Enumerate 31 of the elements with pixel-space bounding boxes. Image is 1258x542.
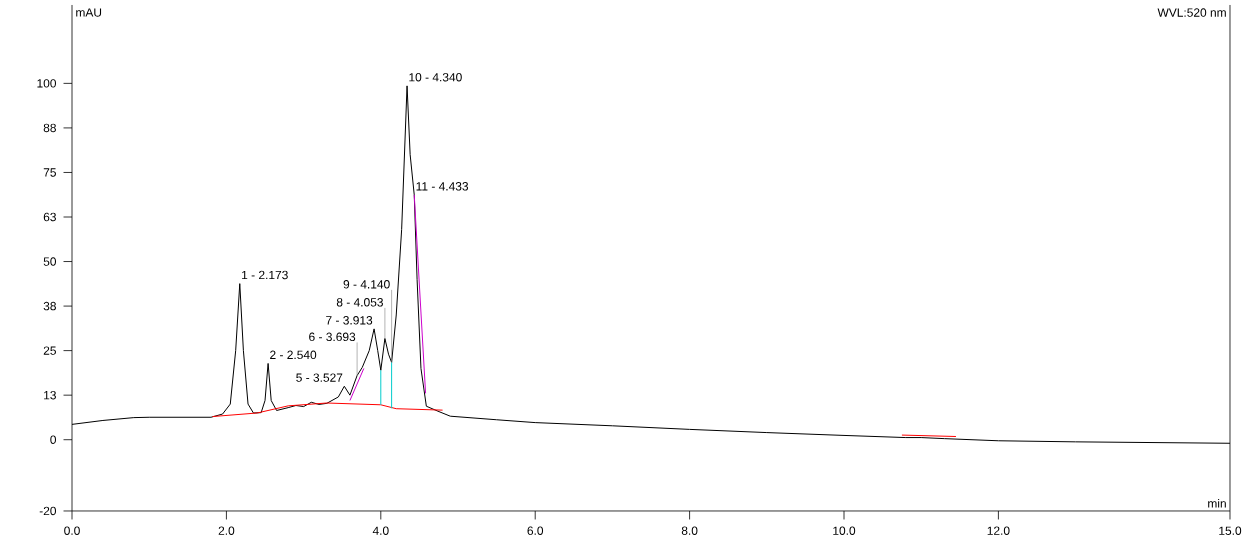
annotation: 11 - 4.433: [416, 182, 469, 191]
y-tick-label: 75: [43, 168, 56, 177]
y-tick-label: 50: [43, 257, 57, 266]
x-tick-label: 8.0: [681, 526, 698, 536]
x-tick-label: 0.0: [64, 526, 80, 536]
annotation: 1 - 2.173: [242, 270, 288, 280]
y-tick-label: 88: [43, 123, 56, 133]
annotation: 10 - 4.340: [409, 73, 462, 82]
annotation: 5 - 3.527: [296, 373, 343, 383]
x-tick-label: 10.0: [833, 526, 856, 536]
annotation: 7 - 3.913: [326, 316, 373, 325]
x-axis-title: min: [1208, 499, 1226, 508]
y-tick-label: 63: [43, 212, 56, 222]
x-tick-label: 2.0: [218, 526, 235, 536]
x-tick-label: 15.0: [1219, 526, 1242, 536]
y-tick-label: 38: [43, 302, 56, 311]
line-series: [212, 402, 444, 418]
y-tick-label: 13: [44, 391, 56, 400]
annotation: 8 - 4.053: [336, 298, 383, 307]
annotation: 9 - 4.140: [343, 280, 390, 289]
annotation: 6 - 3.693: [309, 332, 356, 342]
x-tick-label: 4.0: [372, 526, 389, 536]
y-tick-label: 25: [43, 346, 56, 356]
annotation: WVL:520 nm: [1157, 8, 1226, 18]
y-tick-label: 0: [50, 435, 57, 445]
annotation: 2 - 2.540: [270, 350, 317, 360]
x-tick-label: 6.0: [527, 526, 544, 536]
y-tick-label: -20: [39, 506, 57, 516]
x-tick-label: 12.0: [987, 526, 1010, 536]
y-tick-label: 100: [37, 79, 57, 88]
y-axis-title: mAU: [76, 8, 102, 17]
